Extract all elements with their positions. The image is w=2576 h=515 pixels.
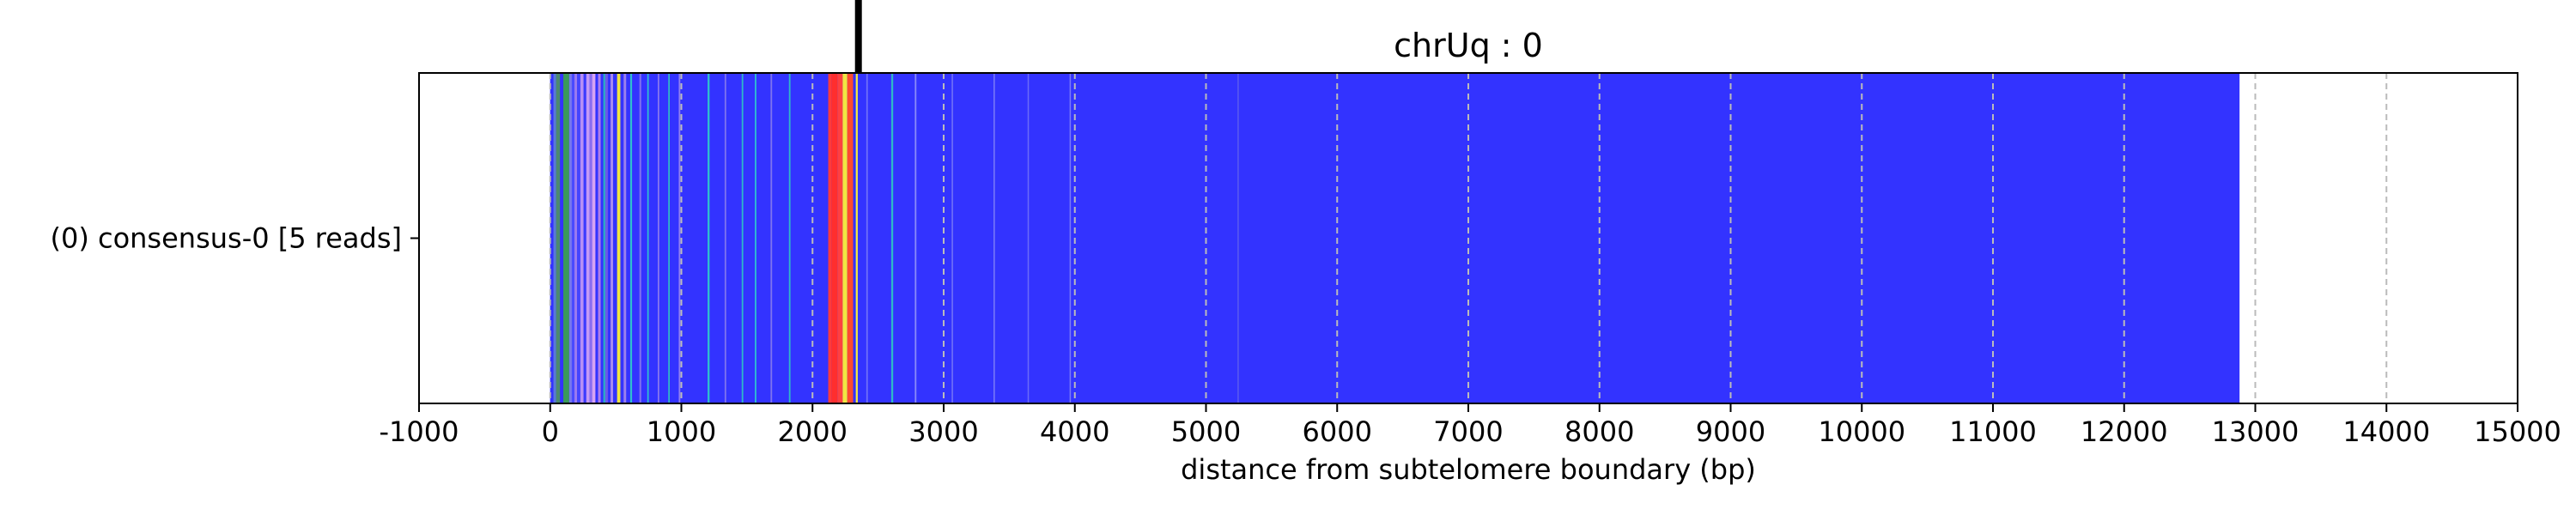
- read-segment: [741, 73, 744, 403]
- grid-lines: [549, 73, 2388, 403]
- read-segment: [620, 73, 624, 403]
- read-segment: [855, 73, 858, 403]
- x-tick-label: 12000: [2081, 415, 2168, 448]
- chart-title: chrUq : 0: [1394, 27, 1543, 64]
- read-segment: [603, 73, 605, 403]
- read-segment: [678, 73, 681, 403]
- read-segment: [1237, 73, 1239, 403]
- read-segment: [788, 73, 791, 403]
- x-tick-label: -1000: [380, 415, 459, 448]
- read-segment: [623, 73, 627, 403]
- read-segment: [641, 73, 647, 403]
- read-segment: [724, 73, 726, 403]
- read-segment: [626, 73, 630, 403]
- read-segment: [580, 73, 584, 403]
- x-tick-label: 13000: [2212, 415, 2300, 448]
- read-segment: [658, 73, 659, 403]
- read-segment: [837, 73, 843, 403]
- read-segment: [598, 73, 601, 403]
- read-segment: [708, 73, 710, 403]
- read-segment: [647, 73, 649, 403]
- read-segment: [828, 73, 832, 403]
- read-segment: [1069, 73, 1072, 403]
- read-segment: [607, 73, 611, 403]
- read-segment: [629, 73, 633, 403]
- read-segment: [831, 73, 838, 403]
- x-tick-label: 6000: [1303, 415, 1372, 448]
- read-segment: [568, 73, 572, 403]
- read-segment: [670, 73, 679, 403]
- read-segment: [556, 73, 561, 403]
- x-tick-label: 9000: [1696, 415, 1765, 448]
- x-tick-label: 1000: [647, 415, 716, 448]
- read-bar: [550, 73, 2240, 403]
- read-segment: [605, 73, 608, 403]
- x-tick-label: 8000: [1564, 415, 1634, 448]
- read-segment: [574, 73, 578, 403]
- read-segment: [847, 73, 854, 403]
- read-segment: [770, 73, 773, 403]
- read-segment: [563, 73, 569, 403]
- read-segment: [755, 73, 756, 403]
- x-tick-label: 14000: [2342, 415, 2430, 448]
- read-segment: [648, 73, 659, 403]
- row-label: (0) consensus-0 [5 reads]: [50, 222, 402, 255]
- read-segment: [951, 73, 953, 403]
- x-tick-label: 10000: [1818, 415, 1905, 448]
- x-tick-label: 0: [542, 415, 559, 448]
- x-axis-label: distance from subtelomere boundary (bp): [1181, 453, 1756, 486]
- read-segment: [617, 73, 621, 403]
- read-segment: [592, 73, 596, 403]
- read-segment: [993, 73, 995, 403]
- read-segment: [571, 73, 575, 403]
- y-axis: (0) consensus-0 [5 reads]: [50, 222, 419, 255]
- read-segment: [1027, 73, 1030, 403]
- read-segment: [890, 73, 894, 403]
- x-tick-label: 2000: [778, 415, 848, 448]
- x-axis: -1000 0 1000 2000 3000 4000 5000 6000 7000 8000 90…: [380, 403, 2561, 448]
- read-segment: [577, 73, 580, 403]
- x-tick-label: 11000: [1949, 415, 2037, 448]
- read-segment: [611, 73, 614, 403]
- read-segment: [553, 73, 556, 403]
- read-segment: [595, 73, 598, 403]
- read-segment: [586, 73, 590, 403]
- read-segment: [560, 73, 564, 403]
- read-segment: [589, 73, 592, 403]
- read-segment: [866, 73, 868, 403]
- x-tick-label: 3000: [908, 415, 978, 448]
- read-segment: [600, 73, 604, 403]
- x-tick-label: 4000: [1040, 415, 1109, 448]
- read-segment: [583, 73, 586, 403]
- read-segment: [914, 73, 917, 403]
- x-tick-label: 15000: [2474, 415, 2561, 448]
- read-segment: [639, 73, 641, 403]
- read-segment: [613, 73, 617, 403]
- read-segment: [659, 73, 669, 403]
- read-segment: [842, 73, 848, 403]
- read-segment: [632, 73, 640, 403]
- read-segment: [668, 73, 671, 403]
- read-segment: [550, 73, 554, 403]
- read-segment: [853, 73, 856, 403]
- x-tick-label: 7000: [1433, 415, 1503, 448]
- read-bars: [550, 73, 2240, 403]
- x-tick-label: 5000: [1171, 415, 1241, 448]
